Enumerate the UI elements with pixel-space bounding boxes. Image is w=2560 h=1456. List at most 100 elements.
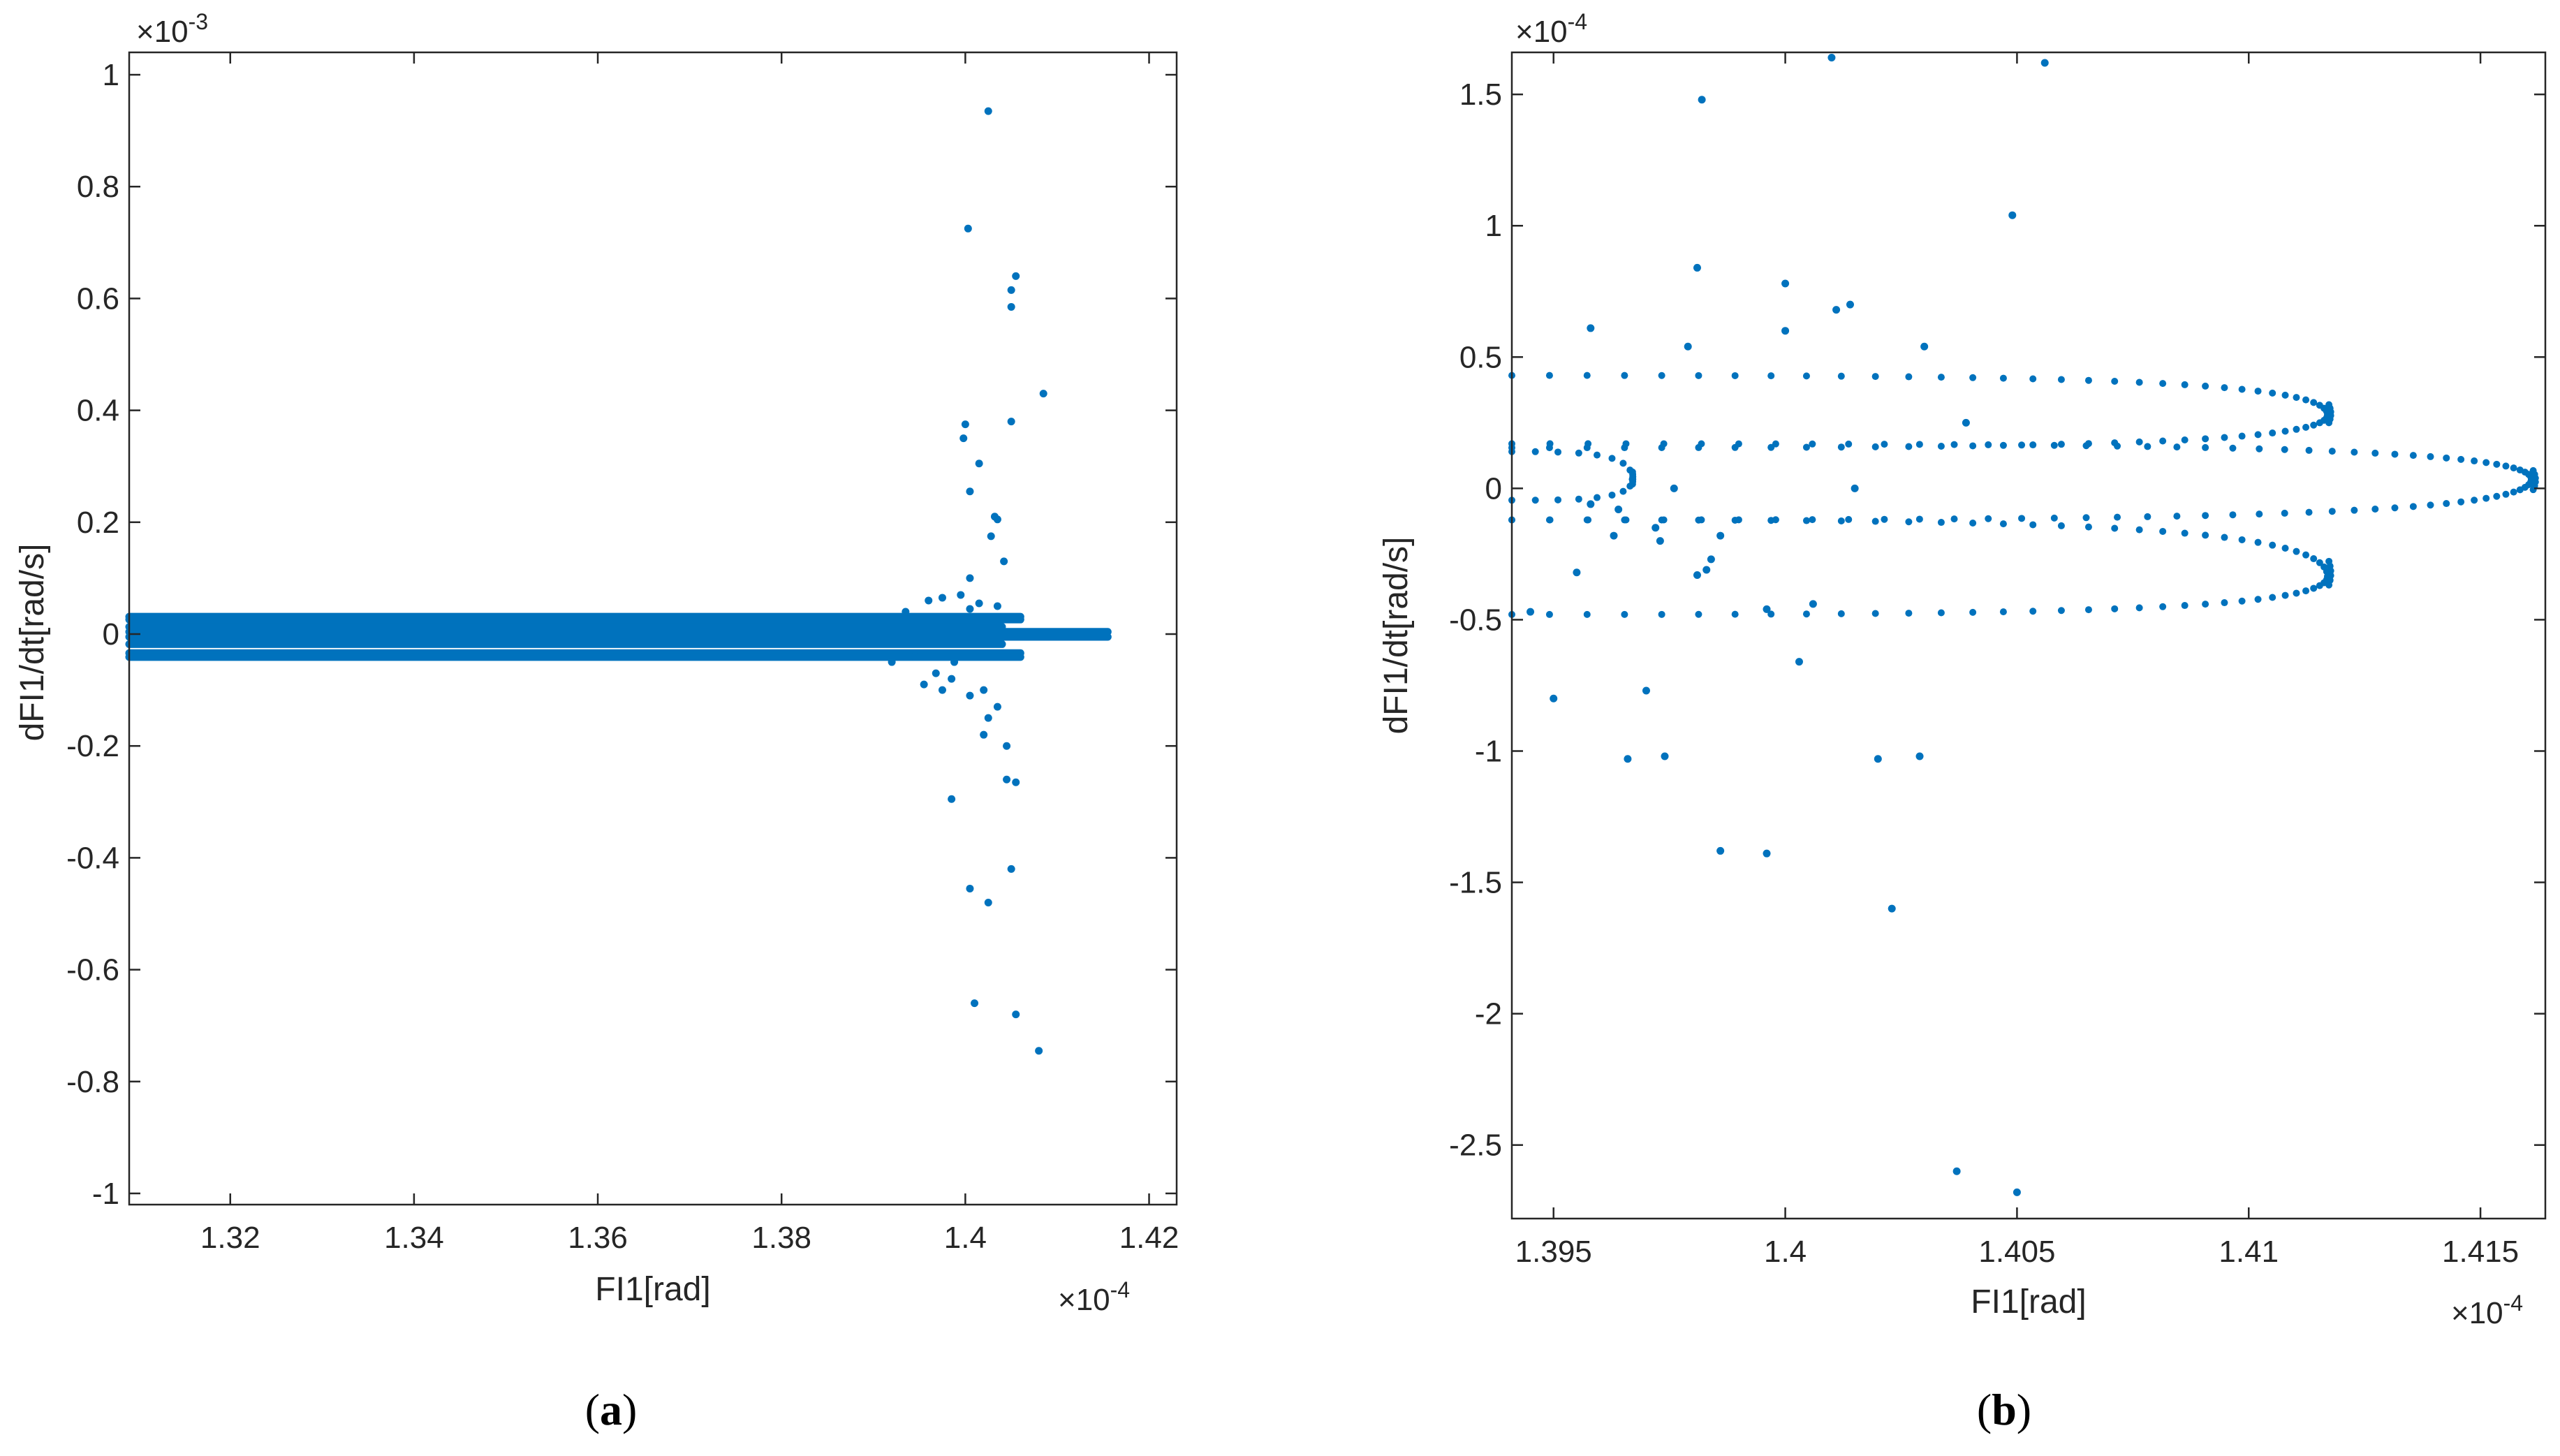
panel-b-data-point <box>1781 327 1790 335</box>
panel-a-data-point <box>950 658 959 666</box>
panel-b-loop-point <box>1583 610 1591 618</box>
panel-a-x-tick-label: 1.4 <box>944 1221 987 1255</box>
panel-b-loop-point <box>2493 460 2501 468</box>
panel-a-x-axis-label: FI1[rad] <box>595 1271 710 1308</box>
panel-b-loop-point <box>1969 374 1977 381</box>
panel-b-loop-point <box>2269 429 2276 437</box>
panel-b-x-exponent: ×10-4 <box>2451 1290 2523 1330</box>
panel-b-loop-point <box>2202 435 2209 443</box>
panel-a-data-point <box>975 599 983 608</box>
panel-b-loop-point <box>1622 516 1630 524</box>
panel-a-data-point <box>1012 272 1020 280</box>
panel-b-loop-point <box>1767 372 1775 380</box>
panel-a-data-point <box>966 574 974 582</box>
panel-b-loop-point <box>2310 584 2318 592</box>
panel-a-x-tick-label: 1.38 <box>751 1221 811 1255</box>
panel-b-loop-point <box>2135 438 2143 446</box>
panel-b-data-point <box>1693 263 1701 272</box>
panel-b-loop-point <box>1575 449 1582 457</box>
panel-a-data-point <box>948 675 956 683</box>
panel-b-loop-point <box>2302 423 2310 431</box>
panel-b-loop-point <box>1905 373 1913 381</box>
panel-b-loop-point <box>2529 466 2537 474</box>
panel-b-loop-point <box>1915 515 1923 523</box>
panel-b-loop-point <box>1658 372 1665 379</box>
panel-b-loop-point <box>1871 610 1879 617</box>
panel-b-y-tick-label: 1.5 <box>1459 78 1502 112</box>
panel-b-loop-point <box>2114 442 2121 450</box>
panel-b-loop-point <box>1583 372 1591 379</box>
panel-b-loop-point <box>1658 610 1665 618</box>
panel-b-loop-point <box>2221 384 2228 392</box>
panel-a-x-axis: 1.32 1.34 1.36 1.38 1.4 1.42 <box>200 52 1179 1255</box>
panel-b-loop-point <box>1628 468 1636 476</box>
panel-b-loop-point <box>2082 514 2090 522</box>
panel-b-loop-point <box>2254 538 2262 546</box>
panel-b-loop-point <box>1985 515 1992 522</box>
panel-a-data-point <box>975 459 983 468</box>
panel-b-loop-point <box>2144 513 2151 520</box>
panel-a-data-point <box>966 884 974 892</box>
panel-b-x-tick-label: 1.405 <box>1978 1235 2055 1269</box>
panel-a-data-point <box>938 594 946 602</box>
panel-a-data-point <box>1012 778 1020 786</box>
panel-b-loop-point <box>2018 515 2026 522</box>
panel-b-chart: 1.395 1.4 1.405 1.41 1.415 -2.5 -2 -1.5 -1 -0.5 0… <box>1378 9 2547 1434</box>
panel-b-loop-point <box>1915 441 1923 448</box>
panel-b-loop-point <box>2057 441 2065 448</box>
panel-b-loop-point <box>1871 443 1879 450</box>
panel-b-loop-point <box>2202 601 2209 608</box>
panel-b-loop-point <box>1731 372 1739 379</box>
panel-a-data-point <box>966 691 974 700</box>
panel-b-data-point <box>1684 342 1692 351</box>
panel-b-loop-point <box>1584 516 1592 524</box>
panel-b-loop-point <box>2173 513 2181 520</box>
panel-b-y-tick-label: -0.5 <box>1449 603 1502 637</box>
panel-b-loop-point <box>2316 559 2323 566</box>
panel-b-loop-point <box>1969 608 1977 616</box>
panel-b-loop-point <box>2502 490 2510 498</box>
panel-a-data-point <box>987 532 995 541</box>
panel-b-loop-point <box>2310 421 2318 429</box>
panel-b-loop-point <box>2391 504 2399 512</box>
panel-b-loop-point <box>1772 440 1779 448</box>
panel-b-loop-point <box>2181 529 2188 537</box>
panel-b-loop-point <box>2082 442 2090 450</box>
panel-a-data-point <box>925 596 933 605</box>
panel-a-x-exponent: ×10-4 <box>1058 1277 1130 1317</box>
panel-b-loop-point <box>1695 372 1702 379</box>
panel-b-data-point <box>1642 686 1650 695</box>
panel-b-loop-point <box>1660 440 1668 448</box>
panel-b-loop-point <box>1695 610 1702 618</box>
panel-b-loop-point <box>1905 443 1913 450</box>
panel-b-loop-point <box>2457 498 2465 506</box>
panel-b-data-point <box>1527 608 1535 616</box>
panel-a-data-point <box>964 224 972 233</box>
panel-b-data-point <box>1795 658 1803 666</box>
panel-b-x-axis-label: FI1[rad] <box>1971 1284 2086 1321</box>
panel-b-loop-point <box>2084 376 2092 384</box>
panel-b-loop-point <box>2144 443 2151 450</box>
panel-b-data-point <box>1652 524 1660 532</box>
panel-a-y-tick-label: -0.4 <box>66 841 119 875</box>
panel-b-y-tick-label: -1 <box>1475 734 1502 768</box>
panel-b-loop-point <box>2181 602 2188 610</box>
panel-b-loop-point <box>2018 441 2026 449</box>
panel-b-data-point <box>1550 694 1558 703</box>
panel-b-loop-point <box>2057 607 2065 615</box>
panel-b-loop-point <box>1837 443 1845 451</box>
panel-a-data-point <box>984 107 992 115</box>
panel-a-label: (a) <box>585 1385 638 1434</box>
panel-a-data-point <box>1003 775 1011 784</box>
panel-a-data-point <box>980 730 988 739</box>
panel-b-loop-point <box>1575 495 1582 503</box>
panel-b-x-tick-label: 1.4 <box>1764 1235 1807 1269</box>
panel-b-data-point <box>1851 484 1859 492</box>
panel-b-loop-point <box>2328 508 2336 515</box>
panel-b-loop-point <box>1619 487 1627 495</box>
panel-b-loop-point <box>2443 500 2450 508</box>
panel-b-loop-point <box>1809 440 1816 448</box>
panel-b-loop-point <box>1554 448 1562 456</box>
panel-b-loop-point <box>1837 517 1845 525</box>
panel-b-data-point <box>1610 531 1618 540</box>
